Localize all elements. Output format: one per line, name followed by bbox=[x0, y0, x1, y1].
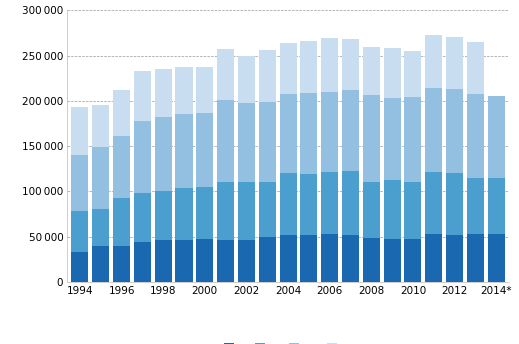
Bar bbox=[404, 97, 421, 182]
Bar bbox=[217, 240, 234, 282]
Bar bbox=[258, 102, 276, 182]
Bar bbox=[321, 172, 338, 234]
Bar bbox=[384, 180, 401, 239]
Bar bbox=[280, 235, 296, 282]
Bar bbox=[238, 56, 255, 103]
Bar bbox=[384, 98, 401, 180]
Bar bbox=[92, 209, 110, 246]
Bar bbox=[488, 234, 504, 282]
Bar bbox=[92, 147, 110, 209]
Bar bbox=[72, 211, 88, 252]
Bar bbox=[301, 41, 318, 93]
Bar bbox=[384, 49, 401, 98]
Bar bbox=[72, 107, 88, 155]
Bar bbox=[175, 67, 193, 114]
Bar bbox=[363, 47, 380, 96]
Bar bbox=[134, 71, 151, 121]
Bar bbox=[155, 69, 172, 117]
Bar bbox=[404, 182, 421, 239]
Bar bbox=[301, 93, 318, 174]
Bar bbox=[321, 92, 338, 172]
Bar bbox=[342, 90, 359, 171]
Bar bbox=[175, 188, 193, 239]
Bar bbox=[363, 238, 380, 282]
Bar bbox=[280, 43, 296, 94]
Bar bbox=[217, 182, 234, 240]
Bar bbox=[258, 237, 276, 282]
Bar bbox=[217, 49, 234, 100]
Bar bbox=[446, 173, 463, 235]
Bar bbox=[488, 178, 504, 234]
Bar bbox=[238, 240, 255, 282]
Legend: I, II, III, IV: I, II, III, IV bbox=[220, 339, 357, 344]
Bar bbox=[342, 171, 359, 235]
Bar bbox=[446, 235, 463, 282]
Bar bbox=[238, 103, 255, 182]
Bar bbox=[384, 239, 401, 282]
Bar bbox=[92, 105, 110, 147]
Bar bbox=[467, 178, 484, 234]
Bar bbox=[342, 39, 359, 90]
Bar bbox=[425, 172, 442, 234]
Bar bbox=[217, 100, 234, 182]
Bar bbox=[175, 239, 193, 282]
Bar bbox=[196, 67, 213, 113]
Bar bbox=[425, 88, 442, 172]
Bar bbox=[258, 50, 276, 102]
Bar bbox=[404, 239, 421, 282]
Bar bbox=[488, 96, 504, 178]
Bar bbox=[155, 117, 172, 191]
Bar bbox=[92, 246, 110, 282]
Bar bbox=[321, 39, 338, 92]
Bar bbox=[446, 89, 463, 173]
Bar bbox=[155, 240, 172, 282]
Bar bbox=[321, 234, 338, 282]
Bar bbox=[113, 198, 130, 246]
Bar bbox=[467, 42, 484, 94]
Bar bbox=[155, 191, 172, 240]
Bar bbox=[113, 136, 130, 198]
Bar bbox=[342, 235, 359, 282]
Bar bbox=[134, 242, 151, 282]
Bar bbox=[113, 90, 130, 136]
Bar bbox=[175, 114, 193, 188]
Bar bbox=[280, 94, 296, 173]
Bar bbox=[467, 94, 484, 178]
Bar bbox=[258, 182, 276, 237]
Bar bbox=[404, 51, 421, 97]
Bar bbox=[238, 182, 255, 240]
Bar bbox=[196, 187, 213, 239]
Bar bbox=[363, 96, 380, 182]
Bar bbox=[425, 234, 442, 282]
Bar bbox=[134, 121, 151, 193]
Bar bbox=[425, 35, 442, 88]
Bar bbox=[446, 37, 463, 89]
Bar bbox=[196, 113, 213, 187]
Bar bbox=[72, 252, 88, 282]
Bar bbox=[134, 193, 151, 242]
Bar bbox=[301, 235, 318, 282]
Bar bbox=[72, 155, 88, 211]
Bar bbox=[363, 182, 380, 238]
Bar bbox=[467, 234, 484, 282]
Bar bbox=[113, 246, 130, 282]
Bar bbox=[301, 174, 318, 235]
Bar bbox=[280, 173, 296, 235]
Bar bbox=[196, 239, 213, 282]
